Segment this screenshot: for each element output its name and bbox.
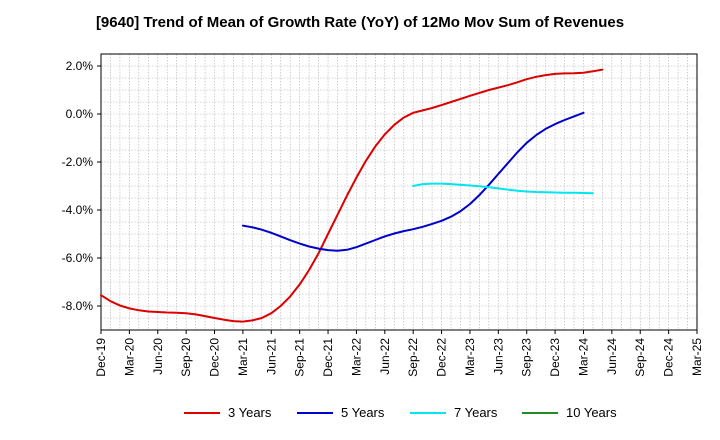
legend-item-3-years: 3 Years	[184, 405, 271, 420]
legend-swatch	[184, 411, 220, 414]
y-tick-label: -8.0%	[62, 299, 94, 313]
y-tick-label: 2.0%	[66, 59, 94, 73]
legend-label: 5 Years	[341, 405, 385, 420]
series-line-7-years	[412, 182, 594, 195]
legend-item-7-years: 7 Years	[410, 405, 497, 420]
x-tick-label: Jun-22	[378, 338, 392, 375]
legend-swatch	[297, 411, 333, 414]
y-tick-label: -6.0%	[62, 251, 94, 265]
grid-lines	[100, 53, 698, 331]
series-line-5-years	[241, 111, 585, 252]
legend: 3 Years 5 Years 7 Years 10 Years	[0, 405, 720, 425]
series-line-3-years	[100, 68, 604, 323]
x-tick-label: Mar-25	[690, 338, 704, 376]
y-tick-labels: 2.0% 0.0% -2.0% -4.0% -6.0% -8.0%	[62, 59, 94, 313]
x-tick-label: Sep-22	[406, 338, 420, 377]
x-tick-label: Sep-21	[293, 338, 307, 377]
legend-swatch	[410, 411, 446, 414]
x-tick-label: Jun-21	[264, 338, 278, 375]
legend-label: 10 Years	[566, 405, 617, 420]
x-tick-label: Dec-21	[321, 338, 335, 377]
chart-title: [9640] Trend of Mean of Growth Rate (YoY…	[95, 14, 625, 31]
legend-label: 7 Years	[454, 405, 498, 420]
x-tick-label: Mar-24	[576, 338, 590, 376]
x-tick-label: Dec-19	[94, 338, 108, 377]
x-tick-label: Jun-24	[605, 338, 619, 375]
x-tick-labels: Dec-19 Mar-20 Jun-20 Sep-20 Dec-20 Mar-21 Jun-…	[94, 338, 704, 377]
legend-swatch	[522, 411, 558, 414]
axes	[97, 53, 698, 334]
series-lines	[100, 68, 604, 323]
x-tick-label: Mar-22	[349, 338, 363, 376]
x-tick-label: Jun-20	[151, 338, 165, 375]
x-tick-label: Dec-24	[662, 338, 676, 377]
x-tick-label: Mar-21	[236, 338, 250, 376]
legend-item-10-years: 10 Years	[522, 405, 617, 420]
x-tick-label: Dec-22	[435, 338, 449, 377]
y-tick-label: -2.0%	[62, 155, 94, 169]
x-tick-label: Mar-23	[463, 338, 477, 376]
plot-frame	[100, 53, 698, 331]
x-tick-label: Sep-20	[179, 338, 193, 377]
x-tick-label: Sep-24	[633, 338, 647, 377]
x-tick-label: Mar-20	[122, 338, 136, 376]
x-tick-label: Dec-23	[548, 338, 562, 377]
legend-label: 3 Years	[228, 405, 272, 420]
x-tick-label: Sep-23	[520, 338, 534, 377]
y-tick-label: -4.0%	[62, 203, 94, 217]
y-tick-label: 0.0%	[66, 107, 94, 121]
x-tick-label: Dec-20	[208, 338, 222, 377]
legend-item-5-years: 5 Years	[297, 405, 384, 420]
x-tick-label: Jun-23	[491, 338, 505, 375]
